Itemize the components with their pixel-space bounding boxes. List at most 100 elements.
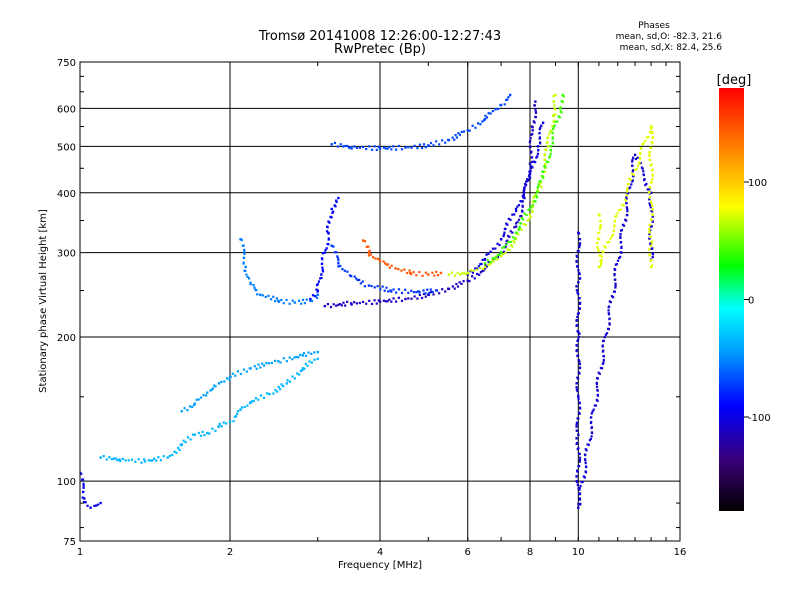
data-point [213, 384, 216, 387]
data-point [620, 229, 624, 232]
data-point [600, 367, 604, 370]
data-point [350, 147, 353, 150]
data-point [371, 256, 375, 259]
data-point [168, 454, 171, 457]
y-tick-label: 750 [57, 58, 76, 69]
data-point [620, 251, 623, 254]
data-point [533, 195, 536, 198]
y-tick-label: 200 [57, 333, 76, 344]
data-point [404, 146, 407, 149]
data-point [635, 168, 638, 171]
data-point [595, 385, 599, 388]
data-point [517, 228, 520, 232]
data-point [508, 93, 512, 97]
data-point [166, 456, 169, 459]
data-point [246, 404, 249, 407]
data-point [424, 295, 427, 298]
data-point [209, 389, 212, 392]
data-point [626, 190, 629, 193]
data-point [536, 145, 540, 148]
data-point [650, 163, 653, 166]
data-point [590, 426, 593, 430]
data-point [575, 437, 578, 440]
data-point [482, 269, 485, 272]
data-point [514, 225, 518, 228]
data-point [202, 394, 205, 397]
data-point [447, 138, 451, 142]
data-point [410, 297, 413, 300]
data-point [513, 213, 516, 216]
data-point [589, 421, 593, 425]
data-point [378, 300, 382, 303]
data-point [121, 457, 124, 461]
data-point [636, 165, 640, 168]
data-point [288, 302, 291, 305]
data-point [208, 432, 211, 435]
data-point [626, 207, 629, 211]
data-point [506, 248, 509, 251]
data-point [514, 207, 518, 211]
data-point [613, 224, 616, 227]
data-point [420, 146, 424, 150]
data-point [382, 299, 385, 302]
data-point [534, 108, 537, 111]
data-point [547, 136, 550, 139]
data-point [291, 358, 294, 361]
data-point [407, 297, 410, 300]
data-point [529, 139, 532, 143]
data-point [590, 431, 594, 434]
data-point [537, 183, 540, 186]
data-point [650, 264, 654, 267]
data-point [606, 241, 609, 244]
data-point [316, 350, 319, 354]
data-point [521, 210, 524, 213]
data-point [211, 427, 214, 430]
data-point [576, 312, 580, 316]
data-point [648, 202, 651, 205]
data-point [481, 269, 484, 273]
data-point [529, 169, 532, 173]
data-point [321, 268, 324, 271]
data-point [529, 137, 532, 140]
data-point [541, 176, 545, 179]
data-point [280, 383, 283, 386]
data-point [342, 301, 345, 304]
data-point [479, 123, 482, 126]
data-point [375, 302, 378, 305]
data-point [444, 141, 447, 144]
data-point [403, 268, 406, 271]
data-point [577, 269, 580, 272]
data-point [282, 384, 285, 388]
data-point [247, 277, 251, 280]
data-point [513, 241, 516, 244]
data-point [648, 154, 651, 157]
data-point [577, 338, 580, 341]
data-point [531, 132, 534, 136]
data-point [223, 380, 226, 383]
data-point [112, 457, 116, 460]
data-point [578, 301, 582, 304]
data-point [234, 374, 237, 377]
data-point [424, 271, 427, 274]
data-point [337, 265, 340, 268]
data-point [648, 152, 651, 155]
data-point [648, 233, 651, 236]
data-point [473, 277, 476, 280]
data-point [528, 145, 532, 149]
data-point [551, 142, 555, 145]
data-point [534, 193, 537, 196]
data-point [631, 160, 634, 163]
data-point [560, 100, 563, 103]
data-point [102, 454, 105, 458]
data-point [203, 434, 206, 437]
data-point [259, 394, 263, 397]
data-point [577, 394, 580, 397]
data-point [298, 373, 301, 376]
data-point [584, 459, 587, 462]
data-point [648, 253, 651, 256]
data-point [538, 128, 541, 131]
data-point [315, 288, 318, 291]
y-axis-ticks: 75 100 200 300 400 500 600 750 [57, 58, 680, 548]
data-point [155, 459, 158, 462]
data-point [645, 136, 648, 139]
